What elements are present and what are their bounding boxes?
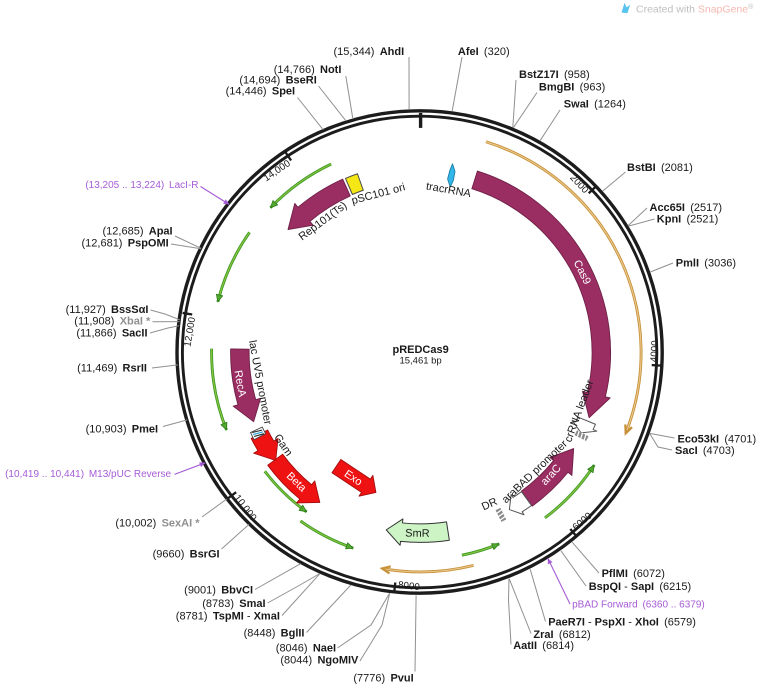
svg-text:BspQI - SapI (6215): BspQI - SapI (6215) [589, 581, 691, 593]
svg-text:SacI (4703): SacI (4703) [675, 445, 735, 457]
svg-text:Created with SnapGene®: Created with SnapGene® [636, 3, 754, 16]
svg-text:15,461 bp: 15,461 bp [399, 355, 441, 366]
svg-text:(8046) NaeI: (8046) NaeI [276, 643, 336, 655]
svg-text:AatII (6814): AatII (6814) [513, 640, 574, 652]
svg-text:(15,344) AhdI: (15,344) AhdI [334, 46, 405, 58]
svg-text:BstBI (2081): BstBI (2081) [627, 162, 693, 174]
svg-text:pBAD Forward (6360 .. 6379): pBAD Forward (6360 .. 6379) [572, 600, 705, 611]
svg-text:(8783) SmaI: (8783) SmaI [202, 598, 265, 610]
svg-text:(14,446) SpeI: (14,446) SpeI [226, 86, 295, 98]
svg-text:(9001) BbvCI: (9001) BbvCI [184, 585, 253, 597]
svg-text:ZraI (6812): ZraI (6812) [533, 629, 590, 641]
svg-text:BstZ17I (958): BstZ17I (958) [519, 69, 590, 81]
svg-text:(14,694) BseRI: (14,694) BseRI [239, 75, 316, 87]
svg-text:RecA: RecA [232, 369, 249, 398]
svg-text:(11,469) RsrII: (11,469) RsrII [77, 362, 147, 374]
svg-text:(11,927) BssSαI: (11,927) BssSαI [66, 304, 149, 316]
svg-text:(8448) BglII: (8448) BglII [244, 628, 305, 640]
svg-text:(14,766) NotI: (14,766) NotI [274, 64, 342, 76]
svg-text:(11,908) XbaI *: (11,908) XbaI * [74, 316, 151, 328]
svg-text:KpnI (2521): KpnI (2521) [657, 213, 719, 225]
svg-text:AfeI (320): AfeI (320) [458, 46, 510, 58]
svg-text:(7776) PvuI: (7776) PvuI [353, 672, 413, 684]
svg-text:4000: 4000 [649, 340, 661, 363]
svg-text:PflMI (6072): PflMI (6072) [602, 568, 665, 580]
svg-text:8000: 8000 [397, 580, 420, 593]
svg-text:pREDCas9: pREDCas9 [392, 344, 448, 356]
svg-text:12,000: 12,000 [182, 316, 198, 348]
svg-text:(13,205 .. 13,224) LacI-R: (13,205 .. 13,224) LacI-R [85, 180, 198, 191]
svg-text:(10,419 .. 10,441) M13/pUC Re: (10,419 .. 10,441) M13/pUC Reverse [5, 469, 171, 480]
svg-text:(11,866) SacII: (11,866) SacII [76, 327, 147, 339]
svg-text:(8781) TspMI - XmaI: (8781) TspMI - XmaI [176, 611, 280, 623]
svg-text:(10,002) SexAI *: (10,002) SexAI * [115, 518, 200, 530]
svg-text:BmgBI (963): BmgBI (963) [539, 82, 605, 94]
svg-text:(12,685) ApaI: (12,685) ApaI [103, 226, 173, 238]
svg-text:(9660) BsrGI: (9660) BsrGI [153, 549, 220, 561]
svg-text:SmR: SmR [405, 527, 430, 539]
svg-text:(12,681) PspOMI: (12,681) PspOMI [82, 238, 169, 250]
svg-text:(10,903) PmeI: (10,903) PmeI [86, 423, 159, 435]
svg-text:DR: DR [480, 496, 499, 514]
svg-text:SwaI (1264): SwaI (1264) [564, 99, 626, 111]
svg-text:Eco53kI (4701): Eco53kI (4701) [678, 434, 757, 446]
svg-text:(8044) NgoMIV: (8044) NgoMIV [280, 655, 359, 667]
svg-text:PmlI (3036): PmlI (3036) [676, 257, 736, 269]
svg-text:PaeR7I - PspXI - XhoI (6579): PaeR7I - PspXI - XhoI (6579) [548, 617, 696, 629]
svg-text:Acc65I (2517): Acc65I (2517) [650, 202, 723, 214]
